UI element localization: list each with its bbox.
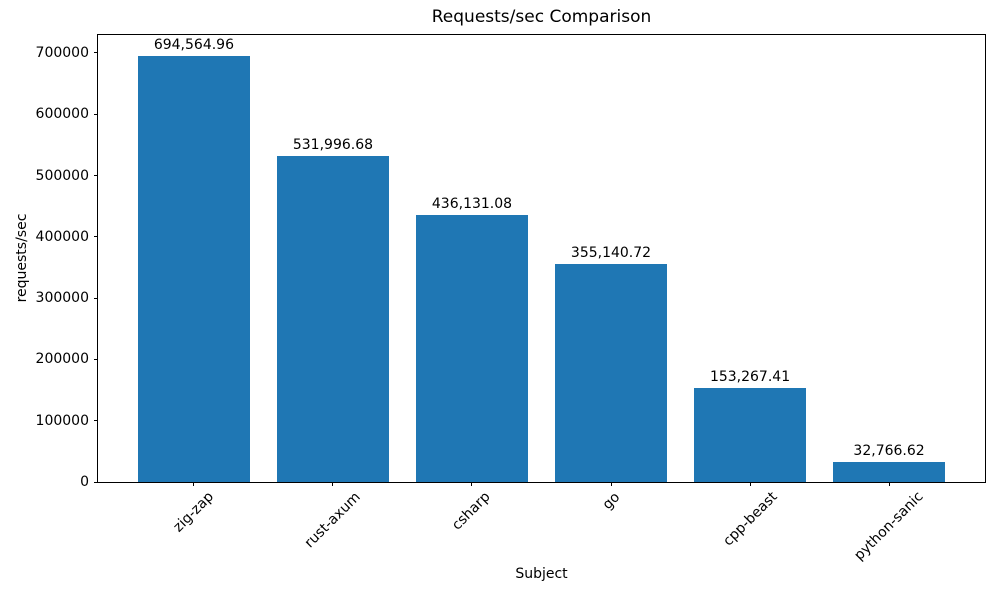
bar-value-label: 153,267.41	[709, 369, 791, 386]
y-tick-mark	[94, 297, 98, 299]
y-tick-mark	[94, 52, 98, 54]
y-tick-label: 100000	[35, 412, 89, 429]
x-tick-mark	[471, 482, 473, 486]
bar-cpp-beast	[694, 388, 806, 482]
bar-value-label: 531,996.68	[292, 136, 374, 153]
chart-title: Requests/sec Comparison	[431, 7, 652, 27]
bar-value-label: 436,131.08	[431, 195, 513, 212]
y-tick-mark	[94, 420, 98, 422]
y-tick-mark	[94, 113, 98, 115]
x-tick-label: rust-axum	[301, 489, 364, 552]
y-tick-mark	[94, 236, 98, 238]
y-tick-label: 400000	[35, 228, 89, 245]
y-axis-label: requests/sec	[14, 213, 30, 303]
x-axis-label: Subject	[515, 566, 568, 582]
y-tick-label: 700000	[35, 44, 89, 61]
x-tick-label: go	[599, 488, 623, 513]
x-tick-mark	[749, 482, 751, 486]
x-tick-label: zig-zap	[170, 488, 217, 536]
y-tick-label: 0	[80, 474, 89, 490]
x-tick-label: csharp	[449, 488, 495, 534]
x-tick-mark	[193, 482, 195, 486]
x-tick-label: cpp-beast	[719, 488, 781, 550]
y-tick-mark	[94, 481, 98, 483]
bar-rust-axum	[277, 155, 389, 482]
bar-zig-zap	[138, 56, 250, 482]
bar-csharp	[416, 214, 528, 482]
x-tick-mark	[888, 482, 890, 486]
plot-area: 0 100000 200000 300000 400000 500000 600000 700…	[36, 34, 986, 564]
bar-go	[555, 264, 667, 482]
y-tick-label: 600000	[35, 106, 89, 123]
bar-value-label: 694,564.96	[153, 37, 235, 54]
bar-python-sanic	[833, 461, 945, 482]
bar-value-label: 32,766.62	[853, 442, 925, 459]
y-tick-mark	[94, 358, 98, 360]
y-tick-label: 500000	[35, 167, 89, 184]
x-tick-mark	[332, 482, 334, 486]
bar-value-label: 355,140.72	[570, 245, 652, 262]
y-tick-mark	[94, 175, 98, 177]
y-tick-label: 300000	[35, 290, 89, 307]
x-tick-mark	[610, 482, 612, 486]
x-tick-label: python-sanic	[851, 488, 927, 565]
y-tick-label: 200000	[35, 351, 89, 368]
